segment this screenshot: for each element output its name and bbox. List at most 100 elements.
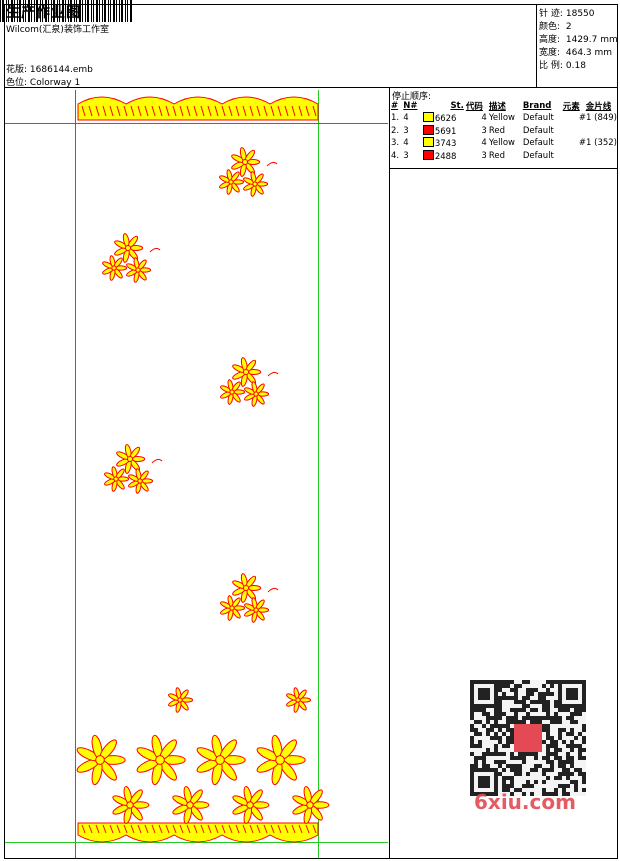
- qr-module: [566, 744, 570, 748]
- border-stitch: [172, 105, 177, 117]
- qr-module: [558, 764, 562, 768]
- qr-module: [502, 680, 506, 684]
- border-stitch: [256, 105, 261, 117]
- flower-motif: [220, 379, 246, 405]
- barcode-bar: [91, 0, 92, 22]
- border-stitch: [158, 105, 163, 117]
- cell-desc: Yellow: [488, 113, 515, 124]
- qr-module: [502, 752, 506, 756]
- border-fill: [77, 96, 319, 121]
- qr-module: [470, 724, 474, 728]
- qr-module: [522, 696, 526, 700]
- qr-module: [474, 764, 478, 768]
- flower-motif: [114, 233, 144, 263]
- frame-left: [4, 4, 5, 859]
- qr-module: [558, 756, 562, 760]
- qr-module: [526, 696, 530, 700]
- qr-module: [542, 696, 546, 700]
- cell-desc: Red: [488, 125, 505, 136]
- border-stitch: [242, 105, 247, 117]
- flower-motif: [128, 468, 154, 494]
- cell-brand: Default: [522, 113, 554, 124]
- col-brand: Brand: [522, 101, 552, 111]
- cell-needle: 3: [403, 150, 409, 161]
- qr-module: [562, 792, 566, 796]
- barcode-bar: [53, 0, 55, 22]
- colorway-row: 色位: Colorway 1: [6, 75, 80, 88]
- qr-module: [542, 756, 546, 760]
- col-sequin: 金片线: [585, 102, 612, 112]
- border-stitch: [305, 824, 310, 834]
- qr-module: [570, 740, 574, 744]
- qr-module: [514, 712, 518, 716]
- qr-module: [566, 772, 570, 776]
- border-stitch: [277, 105, 282, 117]
- qr-module: [550, 692, 554, 696]
- qr-module: [546, 704, 550, 708]
- cell-desc: Yellow: [488, 138, 515, 149]
- flower-motif: [220, 595, 246, 621]
- qr-module: [554, 704, 558, 708]
- qr-module: [490, 736, 494, 740]
- qr-module: [538, 692, 542, 696]
- cell-brand: Default: [522, 150, 554, 161]
- qr-module: [546, 756, 550, 760]
- border-stitch: [298, 105, 303, 117]
- qr-module: [506, 736, 510, 740]
- barcode-bar: [113, 0, 115, 22]
- qr-module: [522, 716, 526, 720]
- border-stitch: [312, 824, 317, 834]
- qr-module: [494, 716, 498, 720]
- border-stitch: [130, 824, 135, 834]
- color-swatch: [422, 112, 434, 123]
- qr-module: [510, 688, 514, 692]
- barcode-bar: [87, 0, 89, 22]
- border-stitch: [179, 824, 184, 834]
- qr-module: [574, 788, 578, 792]
- qr-finder: [470, 680, 498, 708]
- qr-module: [498, 688, 502, 692]
- border-stitch: [116, 824, 121, 834]
- qr-module: [522, 704, 526, 708]
- qr-module: [510, 736, 514, 740]
- barcode-bar: [119, 0, 120, 22]
- qr-module: [478, 744, 482, 748]
- qr-finder-dot: [478, 688, 490, 700]
- border-stitch: [158, 824, 163, 834]
- qr-module: [498, 760, 502, 764]
- cell-stitches: 2488: [422, 149, 465, 163]
- qr-module: [578, 748, 582, 752]
- flower-motif: [219, 169, 245, 195]
- cell-needle: 4: [403, 138, 409, 149]
- barcode-bar: [34, 0, 35, 22]
- qr-module: [570, 760, 574, 764]
- flower-center: [295, 697, 301, 703]
- cell-element: #1 (352): [578, 138, 617, 149]
- qr-module: [510, 784, 514, 788]
- qr-module: [518, 684, 522, 688]
- qr-module: [570, 748, 574, 752]
- cell-needle: 3: [403, 125, 409, 136]
- qr-module: [526, 680, 530, 684]
- barcode-bar: [116, 0, 117, 22]
- qr-module: [518, 772, 522, 776]
- qr-module: [510, 740, 514, 744]
- qr-module: [562, 784, 566, 788]
- flower-center: [253, 391, 259, 397]
- qr-module: [506, 724, 510, 728]
- qr-module: [526, 716, 530, 720]
- qr-module: [578, 712, 582, 716]
- border-stitch: [200, 105, 205, 117]
- qr-module: [534, 764, 538, 768]
- qr-module: [546, 748, 550, 752]
- col-element: 元素: [562, 102, 580, 112]
- border-stitch: [116, 105, 121, 117]
- barcode-bar: [85, 0, 86, 22]
- table-row: 4. 3 2488 3 Red Default: [390, 149, 618, 163]
- qr-module: [546, 724, 550, 728]
- design-file-label: 花版:: [6, 65, 28, 75]
- qr-module: [582, 736, 586, 740]
- qr-module: [522, 760, 526, 764]
- qr-module: [514, 716, 518, 720]
